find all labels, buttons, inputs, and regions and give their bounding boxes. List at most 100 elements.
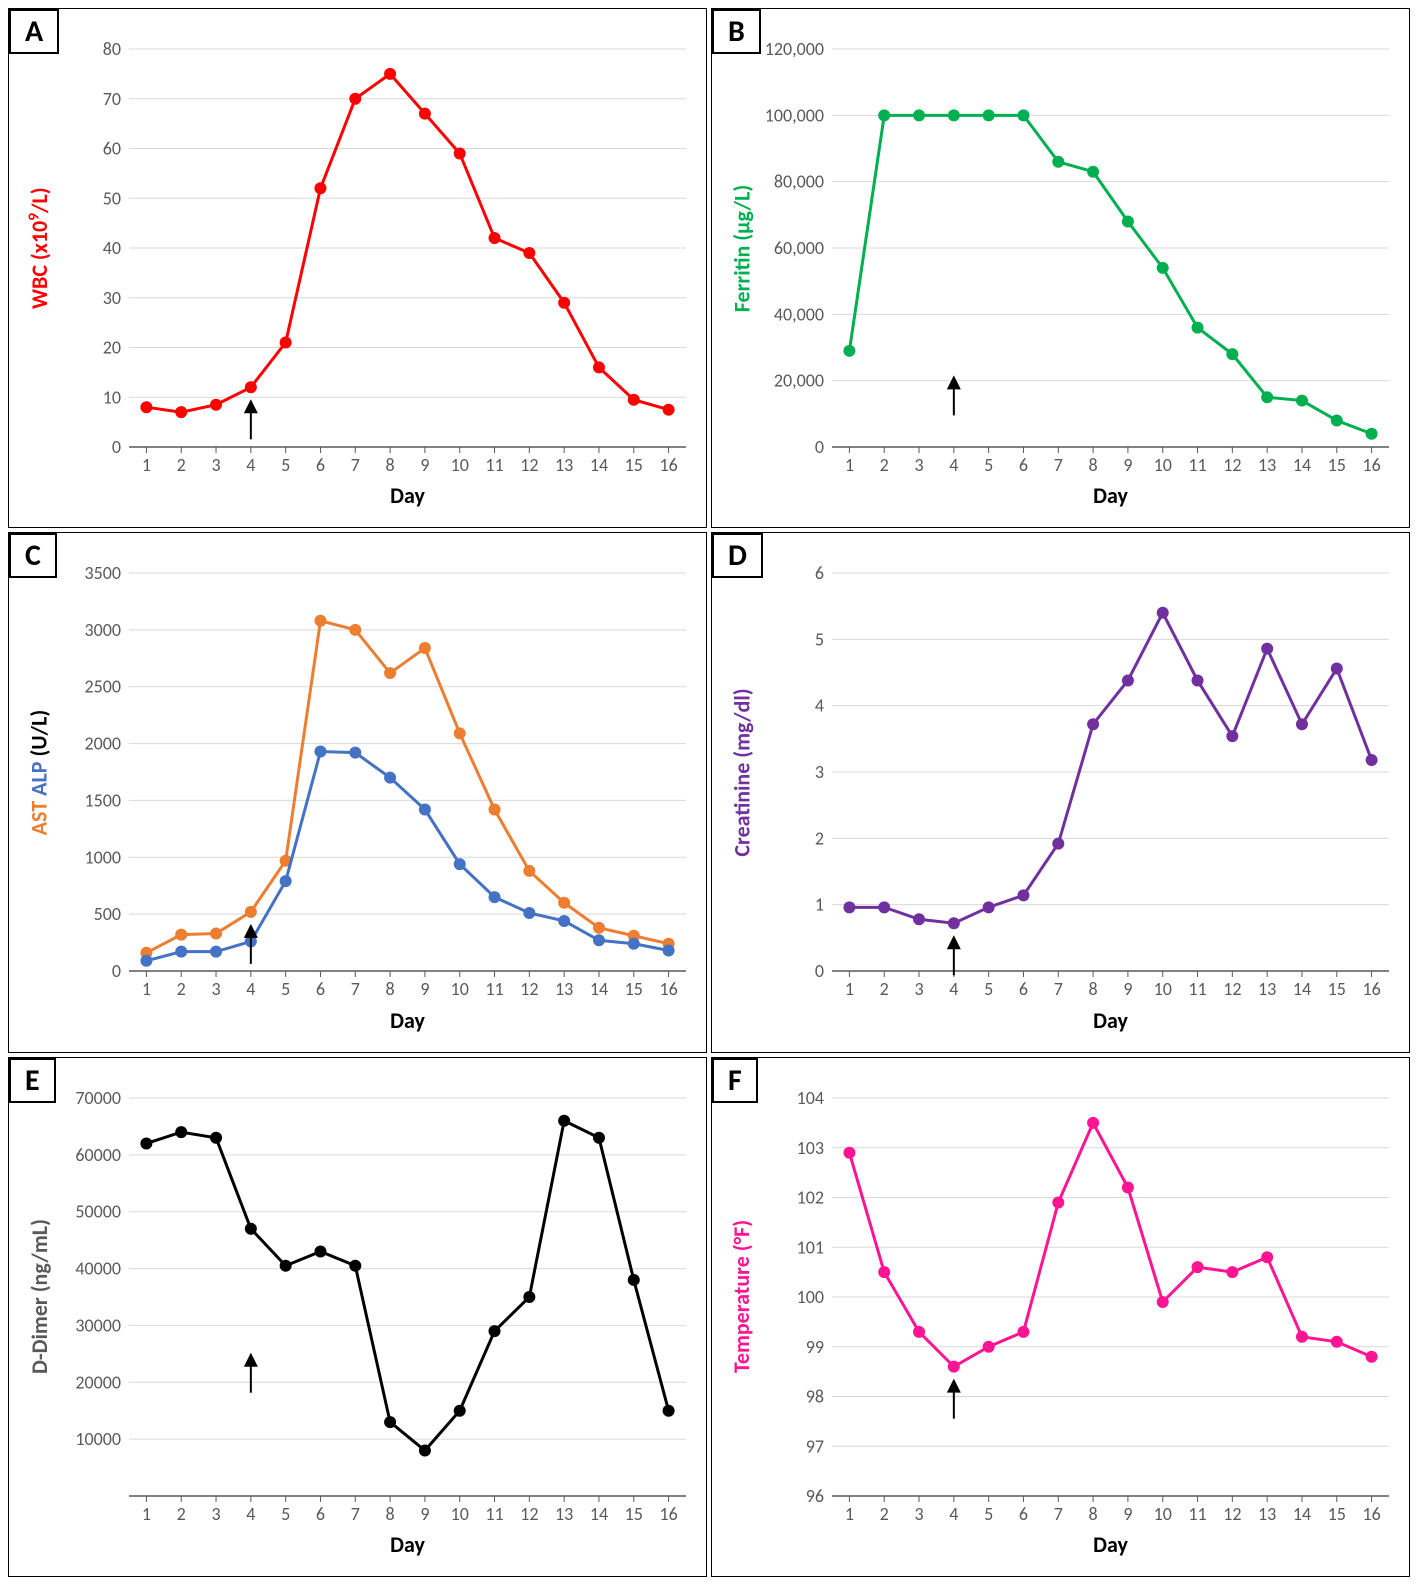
- data-point: [878, 1266, 890, 1278]
- data-point: [245, 906, 257, 918]
- series-line-0: [849, 1123, 1371, 1367]
- data-point: [1192, 1261, 1204, 1273]
- data-point: [1261, 391, 1273, 403]
- svg-text:5: 5: [815, 629, 824, 651]
- svg-text:4: 4: [949, 454, 958, 476]
- plot-area: 0500100015002000250030003500123456789101…: [129, 573, 686, 971]
- svg-text:104: 104: [797, 1087, 824, 1109]
- panel-F: FTemperature (°F)Day96979899100101102103…: [711, 1057, 1410, 1577]
- svg-text:16: 16: [659, 1503, 677, 1525]
- svg-text:10: 10: [1154, 978, 1172, 1000]
- svg-text:8: 8: [1089, 454, 1098, 476]
- svg-text:9: 9: [1123, 454, 1132, 476]
- svg-text:1500: 1500: [85, 790, 122, 812]
- svg-text:1000: 1000: [85, 847, 122, 869]
- panel-letter: D: [712, 533, 763, 578]
- svg-text:10: 10: [451, 1503, 469, 1525]
- data-point: [1122, 215, 1134, 227]
- data-point: [628, 1274, 640, 1286]
- data-point: [454, 728, 466, 740]
- svg-text:5: 5: [984, 1503, 993, 1525]
- svg-text:13: 13: [555, 1503, 573, 1525]
- chart-svg: 1000020000300004000050000600007000012345…: [129, 1098, 686, 1496]
- svg-text:4: 4: [949, 1503, 958, 1525]
- arrow-icon: [244, 1352, 258, 1392]
- data-point: [1261, 643, 1273, 655]
- panel-letter: C: [9, 533, 57, 578]
- svg-text:3: 3: [914, 1503, 923, 1525]
- panel-letter: F: [712, 1058, 758, 1103]
- svg-text:5: 5: [281, 454, 290, 476]
- data-point: [489, 891, 501, 903]
- arrow-icon: [947, 936, 961, 976]
- svg-text:12: 12: [520, 1503, 538, 1525]
- svg-text:16: 16: [659, 454, 677, 476]
- data-point: [1052, 838, 1064, 850]
- figure-grid: AWBC (x109/L)Day010203040506070801234567…: [0, 0, 1418, 1585]
- svg-text:2: 2: [880, 1503, 889, 1525]
- x-axis-title: Day: [832, 1007, 1389, 1034]
- svg-text:16: 16: [1362, 1503, 1380, 1525]
- data-point: [523, 907, 535, 919]
- svg-text:20: 20: [103, 337, 121, 359]
- data-point: [558, 897, 570, 909]
- svg-text:50000: 50000: [75, 1200, 121, 1222]
- data-point: [175, 929, 187, 941]
- data-point: [593, 922, 605, 934]
- data-point: [1331, 663, 1343, 675]
- data-point: [558, 297, 570, 309]
- arrow-icon: [947, 375, 961, 415]
- panel-D: DCreatinine (mg/dl)Day012345612345678910…: [711, 532, 1410, 1052]
- panel-A: AWBC (x109/L)Day010203040506070801234567…: [8, 8, 707, 528]
- panel-B: BFerritin (µg/L)Day020,00040,00060,00080…: [711, 8, 1410, 528]
- svg-text:6: 6: [316, 978, 325, 1000]
- data-point: [1087, 719, 1099, 731]
- panel-E: ED-Dimer (ng/mL)Day100002000030000400005…: [8, 1057, 707, 1577]
- svg-text:6: 6: [1019, 978, 1028, 1000]
- data-point: [210, 399, 222, 411]
- data-point: [628, 938, 640, 950]
- svg-text:12: 12: [1223, 978, 1241, 1000]
- data-point: [843, 1146, 855, 1158]
- svg-text:96: 96: [806, 1485, 824, 1507]
- data-point: [314, 746, 326, 758]
- data-point: [280, 337, 292, 349]
- data-point: [1192, 675, 1204, 687]
- svg-text:7: 7: [351, 978, 360, 1000]
- data-point: [1226, 731, 1238, 743]
- svg-text:0: 0: [815, 960, 824, 982]
- svg-text:11: 11: [1188, 1503, 1206, 1525]
- data-point: [1087, 1117, 1099, 1129]
- svg-text:100,000: 100,000: [765, 104, 824, 126]
- svg-text:97: 97: [806, 1435, 824, 1457]
- svg-text:5: 5: [281, 978, 290, 1000]
- svg-text:10: 10: [451, 978, 469, 1000]
- data-point: [1192, 322, 1204, 334]
- data-point: [419, 642, 431, 654]
- svg-text:70: 70: [103, 88, 121, 110]
- svg-text:0: 0: [112, 960, 121, 982]
- chart-svg: 012345612345678910111213141516: [832, 573, 1389, 971]
- svg-text:3: 3: [211, 454, 220, 476]
- svg-text:0: 0: [815, 436, 824, 458]
- svg-text:5: 5: [984, 978, 993, 1000]
- svg-text:15: 15: [625, 978, 643, 1000]
- svg-text:98: 98: [806, 1385, 824, 1407]
- data-point: [843, 345, 855, 357]
- y-axis-title: AST ALP (U/L): [19, 573, 59, 971]
- svg-text:14: 14: [590, 454, 608, 476]
- x-axis-title: Day: [832, 1531, 1389, 1558]
- svg-text:60000: 60000: [75, 1144, 121, 1166]
- chart-svg: 0500100015002000250030003500123456789101…: [129, 573, 686, 971]
- svg-text:8: 8: [386, 454, 395, 476]
- svg-text:20000: 20000: [75, 1371, 121, 1393]
- data-point: [454, 858, 466, 870]
- chart-svg: 020,00040,00060,00080,000100,000120,0001…: [832, 49, 1389, 447]
- plot-area: 9697989910010110210310412345678910111213…: [832, 1098, 1389, 1496]
- data-point: [523, 1291, 535, 1303]
- data-point: [175, 1126, 187, 1138]
- data-point: [1122, 675, 1134, 687]
- data-point: [523, 247, 535, 259]
- data-point: [489, 232, 501, 244]
- svg-text:11: 11: [485, 978, 503, 1000]
